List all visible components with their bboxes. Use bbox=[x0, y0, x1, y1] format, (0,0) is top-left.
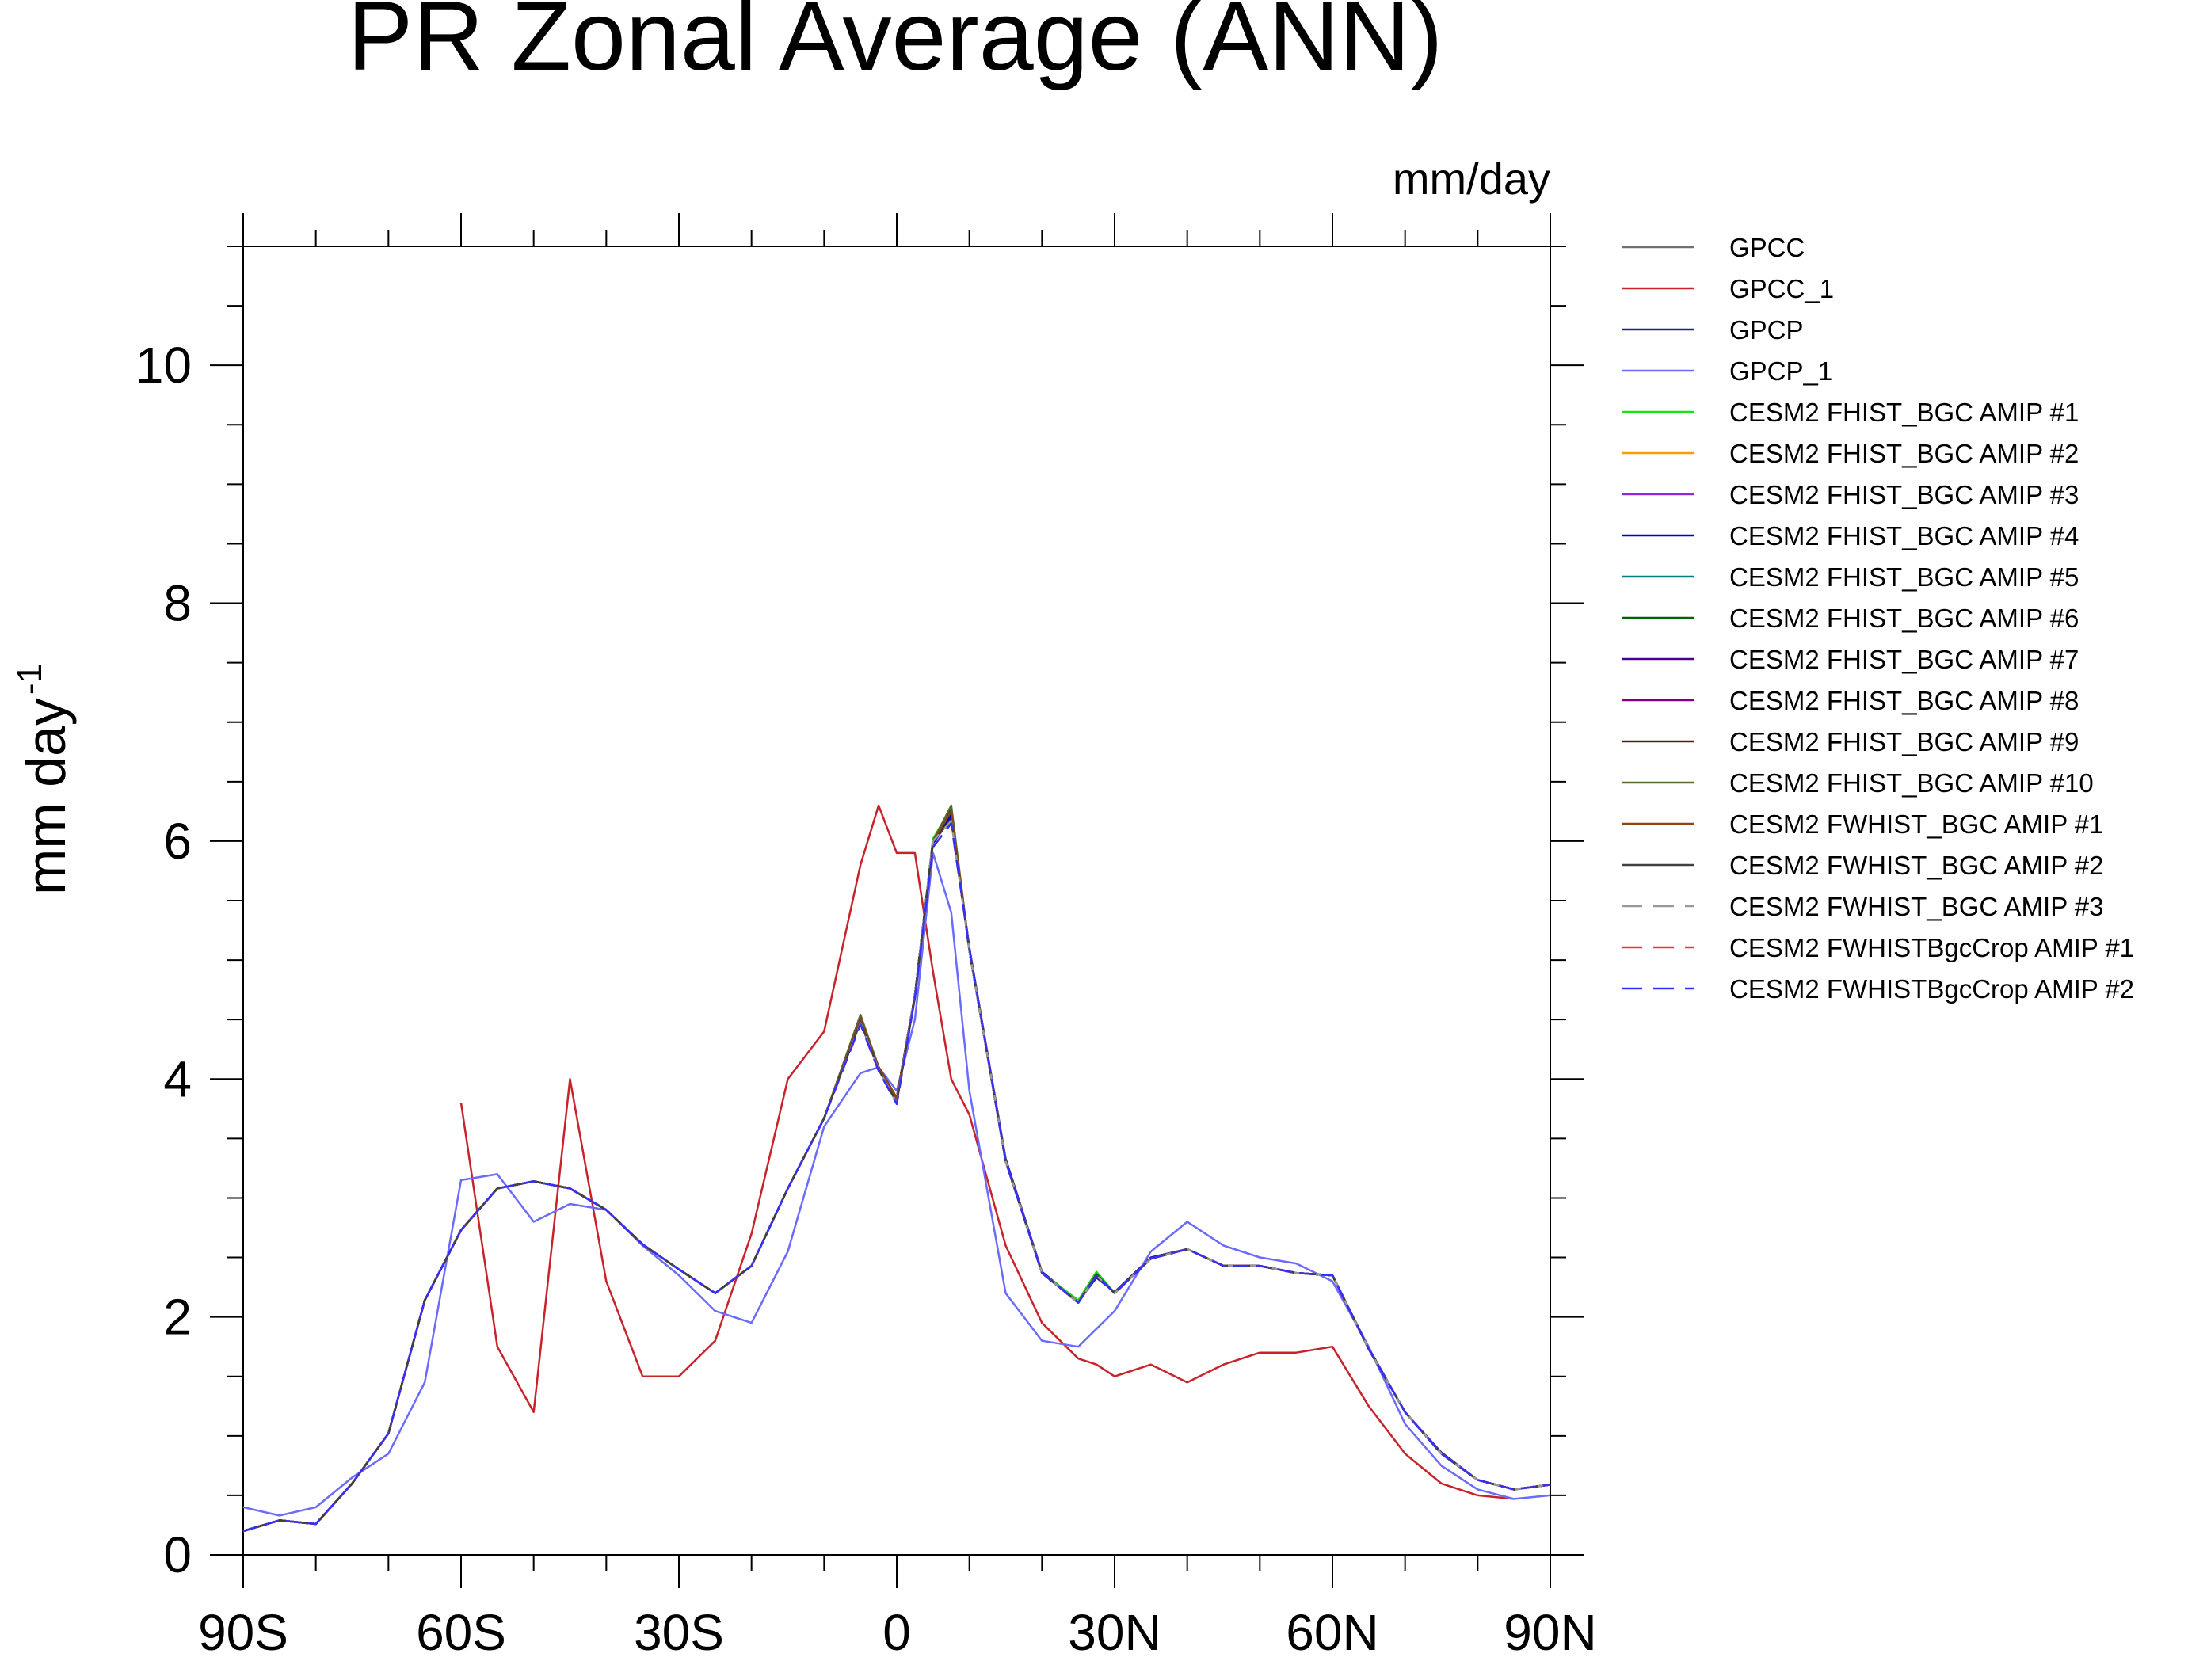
legend-label: CESM2 FHIST_BGC AMIP #9 bbox=[1729, 727, 2079, 756]
plot-frame bbox=[242, 246, 1551, 1556]
series-line bbox=[242, 811, 1551, 1533]
x-tick-label: 30S bbox=[634, 1604, 724, 1661]
legend-label: CESM2 FHIST_BGC AMIP #8 bbox=[1729, 686, 2079, 715]
series-line bbox=[242, 806, 1551, 1533]
legend-label: CESM2 FWHIST_BGC AMIP #2 bbox=[1729, 851, 2104, 880]
legend-label: CESM2 FHIST_BGC AMIP #1 bbox=[1729, 398, 2079, 427]
y-tick-label: 2 bbox=[163, 1289, 192, 1346]
legend-label: CESM2 FHIST_BGC AMIP #10 bbox=[1729, 768, 2094, 798]
x-tick-label: 90N bbox=[1504, 1604, 1596, 1661]
series-line bbox=[242, 804, 1551, 1533]
y-tick-label: 8 bbox=[163, 575, 192, 632]
series-line bbox=[242, 810, 1551, 1533]
chart-title: PR Zonal Average (ANN) bbox=[348, 0, 1443, 91]
legend-label: GPCC bbox=[1729, 233, 1805, 262]
legend-label: CESM2 FHIST_BGC AMIP #5 bbox=[1729, 562, 2079, 592]
series-line bbox=[459, 804, 1515, 1500]
x-tick-label: 60S bbox=[416, 1604, 506, 1661]
y-label-exponent: -1 bbox=[10, 664, 49, 695]
legend-label: CESM2 FWHIST_BGC AMIP #1 bbox=[1729, 810, 2104, 839]
y-axis-label: mm day -1 bbox=[10, 664, 77, 895]
series-line bbox=[242, 808, 1551, 1533]
legend-label: CESM2 FWHIST_BGC AMIP #3 bbox=[1729, 892, 2104, 921]
legend-label: CESM2 FWHISTBgcCrop AMIP #1 bbox=[1729, 933, 2134, 962]
series-line bbox=[242, 822, 1551, 1533]
legend-label: GPCP_1 bbox=[1729, 356, 1832, 386]
legend-label: CESM2 FHIST_BGC AMIP #6 bbox=[1729, 604, 2079, 633]
series-line bbox=[242, 810, 1551, 1533]
x-tick-label: 60N bbox=[1286, 1604, 1378, 1661]
y-tick-label: 4 bbox=[163, 1050, 192, 1107]
series-line bbox=[242, 810, 1551, 1533]
y-tick-label: 10 bbox=[135, 337, 192, 394]
y-label-text: mm day bbox=[15, 698, 77, 895]
legend-label: GPCP bbox=[1729, 315, 1804, 345]
series-line bbox=[242, 810, 1551, 1533]
legend-label: GPCC_1 bbox=[1729, 274, 1834, 303]
x-tick-label: 90S bbox=[198, 1604, 288, 1661]
y-tick-label: 6 bbox=[163, 813, 192, 870]
series-line bbox=[242, 810, 1551, 1533]
legend-label: CESM2 FHIST_BGC AMIP #4 bbox=[1729, 521, 2079, 550]
series-line bbox=[242, 810, 1551, 1533]
x-tick-label: 0 bbox=[882, 1604, 911, 1661]
legend-label: CESM2 FHIST_BGC AMIP #7 bbox=[1729, 645, 2079, 674]
units-label: mm/day bbox=[1393, 154, 1550, 204]
legend-label: CESM2 FHIST_BGC AMIP #3 bbox=[1729, 480, 2079, 509]
series-line bbox=[242, 818, 1551, 1533]
legend-label: CESM2 FWHISTBgcCrop AMIP #2 bbox=[1729, 974, 2134, 1004]
series-line bbox=[242, 810, 1551, 1533]
series-line bbox=[242, 822, 1551, 1533]
series-line bbox=[242, 813, 1551, 1533]
x-tick-label: 30N bbox=[1068, 1604, 1161, 1661]
series-line bbox=[242, 816, 1551, 1533]
legend-label: CESM2 FHIST_BGC AMIP #2 bbox=[1729, 439, 2079, 468]
y-tick-label: 0 bbox=[163, 1526, 192, 1583]
series-line bbox=[242, 851, 1551, 1517]
series-line bbox=[242, 820, 1551, 1533]
